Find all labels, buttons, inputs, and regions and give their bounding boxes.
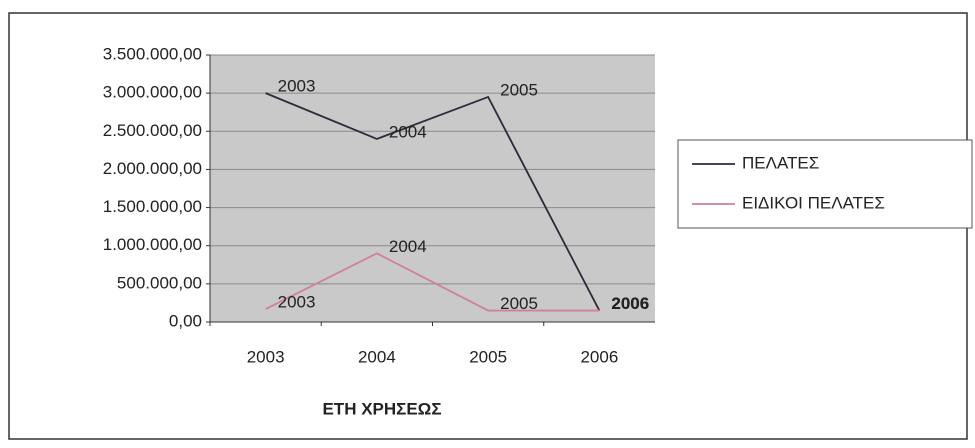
data-label: 2005 — [500, 294, 538, 313]
legend-label: ΠΕΛΑΤΕΣ — [742, 153, 819, 172]
y-tick-label: 2.500.000,00 — [103, 121, 202, 140]
legend-box — [677, 139, 973, 229]
y-tick-label: 1.500.000,00 — [103, 197, 202, 216]
y-tick-label: 1.000.000,00 — [103, 235, 202, 254]
plot-area — [210, 55, 655, 322]
data-label: 2003 — [278, 77, 316, 96]
y-tick-label: 500.000,00 — [117, 273, 202, 292]
series-line — [265, 92, 601, 311]
series-line — [265, 252, 600, 312]
data-label: 2004 — [389, 122, 427, 141]
x-tick-label: 2006 — [580, 347, 618, 366]
data-label: 2005 — [500, 80, 538, 99]
x-axis-title: ΕΤΗ ΧΡΗΣΕΩΣ — [322, 399, 441, 418]
y-tick-label: 3.000.000,00 — [103, 83, 202, 102]
data-label: 2003 — [278, 293, 316, 312]
x-tick-label: 2003 — [247, 347, 285, 366]
y-tick-label: 3.500.000,00 — [103, 44, 202, 63]
y-tick-label: 2.000.000,00 — [103, 159, 202, 178]
y-tick-label: 0,00 — [169, 311, 202, 330]
data-label: 2006 — [611, 294, 649, 313]
x-tick-label: 2004 — [358, 347, 396, 366]
x-tick-label: 2005 — [469, 347, 507, 366]
data-label: 2006 — [611, 294, 649, 313]
data-label: 2004 — [389, 237, 427, 256]
legend-label: ΕΙΔΙΚΟΙ ΠΕΛΑΤΕΣ — [742, 193, 885, 212]
